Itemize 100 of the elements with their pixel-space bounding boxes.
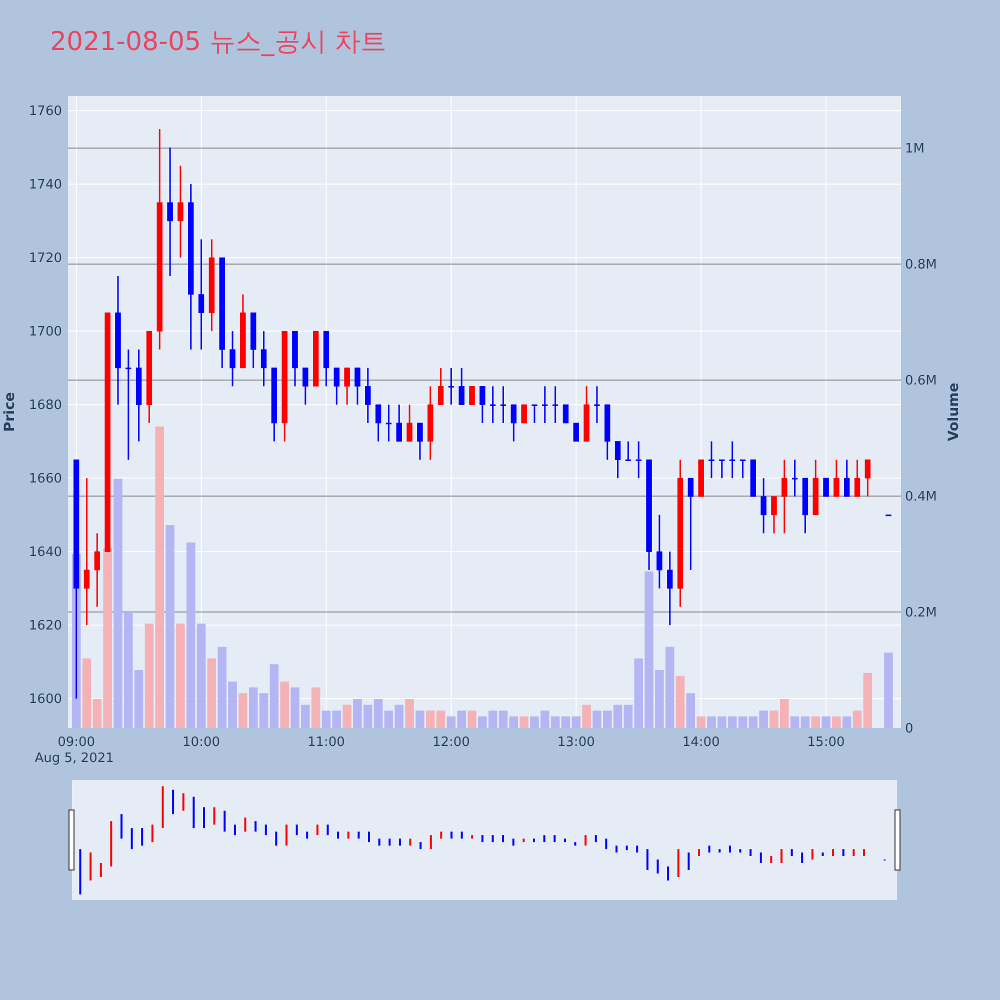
- candlestick: [386, 404, 392, 442]
- candlestick: [688, 477, 694, 571]
- x-tick-label: 09:00: [58, 735, 96, 750]
- candlestick: [656, 514, 662, 590]
- candlestick: [823, 477, 829, 498]
- y2-tick-label: 0.2M: [905, 606, 937, 621]
- candlestick: [126, 348, 132, 461]
- candlestick: [532, 404, 538, 424]
- bar: [520, 716, 528, 728]
- y2-tick-label: 1M: [905, 142, 924, 157]
- bar: [405, 699, 414, 728]
- candlestick: [417, 422, 423, 461]
- y-tick-label: 1600: [28, 692, 62, 708]
- x-tick-label: 13:00: [557, 735, 595, 750]
- candlestick: [760, 477, 766, 534]
- bar: [498, 710, 508, 728]
- bar: [582, 704, 591, 728]
- bar: [416, 710, 424, 728]
- candlestick: [573, 422, 579, 442]
- candlestick: [708, 440, 714, 479]
- bar: [884, 652, 893, 728]
- bar: [572, 716, 581, 728]
- bar: [811, 716, 820, 728]
- x-tick-label: 10:00: [182, 735, 220, 750]
- candlestick: [636, 440, 642, 479]
- bar: [696, 716, 706, 728]
- y2-tick-label: 0.8M: [905, 258, 937, 273]
- bar: [311, 687, 320, 728]
- bar: [238, 693, 248, 728]
- y-tick-label: 1760: [28, 104, 62, 120]
- y2-tick-label: 0.4M: [905, 490, 937, 505]
- candlestick: [84, 477, 90, 626]
- bar: [342, 704, 352, 728]
- bar: [863, 672, 872, 728]
- candlestick: [834, 459, 840, 498]
- candlestick: [178, 165, 184, 258]
- bar: [686, 693, 696, 728]
- candlestick: [510, 404, 517, 442]
- candlestick: [458, 367, 464, 406]
- candlestick: [230, 330, 236, 388]
- candlestick: [562, 404, 569, 424]
- bar: [822, 716, 830, 728]
- candlestick: [666, 550, 673, 626]
- x-tick-label: 12:00: [432, 735, 470, 750]
- x-tick-label: 11:00: [307, 735, 345, 750]
- bar: [166, 525, 174, 728]
- candlestick: [864, 459, 871, 498]
- candlestick: [94, 532, 100, 608]
- candlestick: [438, 367, 444, 406]
- candlestick: [521, 404, 527, 424]
- candlestick: [448, 367, 454, 406]
- bar: [270, 664, 279, 728]
- bar: [248, 687, 258, 728]
- bar: [144, 624, 154, 728]
- candlestick: [167, 146, 173, 277]
- y-tick-label: 1680: [28, 398, 62, 414]
- bar: [332, 710, 342, 728]
- x-tick-label: 14:00: [682, 735, 720, 750]
- candlestick: [500, 386, 506, 424]
- candlestick: [354, 367, 360, 406]
- candlestick: [719, 459, 725, 479]
- candlestick: [614, 440, 621, 479]
- bar: [176, 624, 185, 728]
- bar: [155, 426, 164, 728]
- text: Aug 5, 2021: [34, 751, 114, 766]
- bar: [82, 658, 92, 728]
- candlestick: [542, 386, 548, 424]
- bar: [738, 716, 748, 728]
- bar: [842, 716, 852, 728]
- bar: [676, 676, 685, 728]
- bar: [436, 710, 446, 728]
- candlestick: [469, 386, 475, 406]
- y-tick-label: 1660: [28, 472, 62, 487]
- candlestick: [302, 367, 308, 406]
- candlestick: [198, 238, 204, 350]
- bar: [322, 710, 331, 728]
- candlestick: [625, 440, 632, 462]
- candlestick: [594, 386, 600, 424]
- y-tick-label: 1640: [28, 545, 62, 560]
- y-tick-label: 1620: [28, 618, 62, 634]
- candlestick: [260, 330, 267, 388]
- y-tick-label: 1740: [28, 178, 62, 193]
- candlestick: [740, 459, 746, 479]
- bar: [800, 716, 810, 728]
- y-axis-title: Price: [2, 392, 18, 432]
- candlestick: [552, 386, 558, 424]
- bar: [852, 710, 862, 728]
- candlestick: [854, 459, 860, 498]
- bar: [207, 658, 216, 728]
- candlestick: [729, 440, 736, 479]
- candlestick: [792, 459, 798, 498]
- candlestick: [480, 386, 486, 424]
- candlestick: [490, 386, 496, 424]
- bar: [280, 682, 289, 728]
- bar: [468, 710, 476, 728]
- candlestick: [771, 496, 777, 534]
- y-tick-label: 1700: [28, 324, 62, 340]
- bar: [426, 710, 435, 728]
- x-tick-label: 15:00: [807, 735, 845, 750]
- bar: [790, 716, 800, 728]
